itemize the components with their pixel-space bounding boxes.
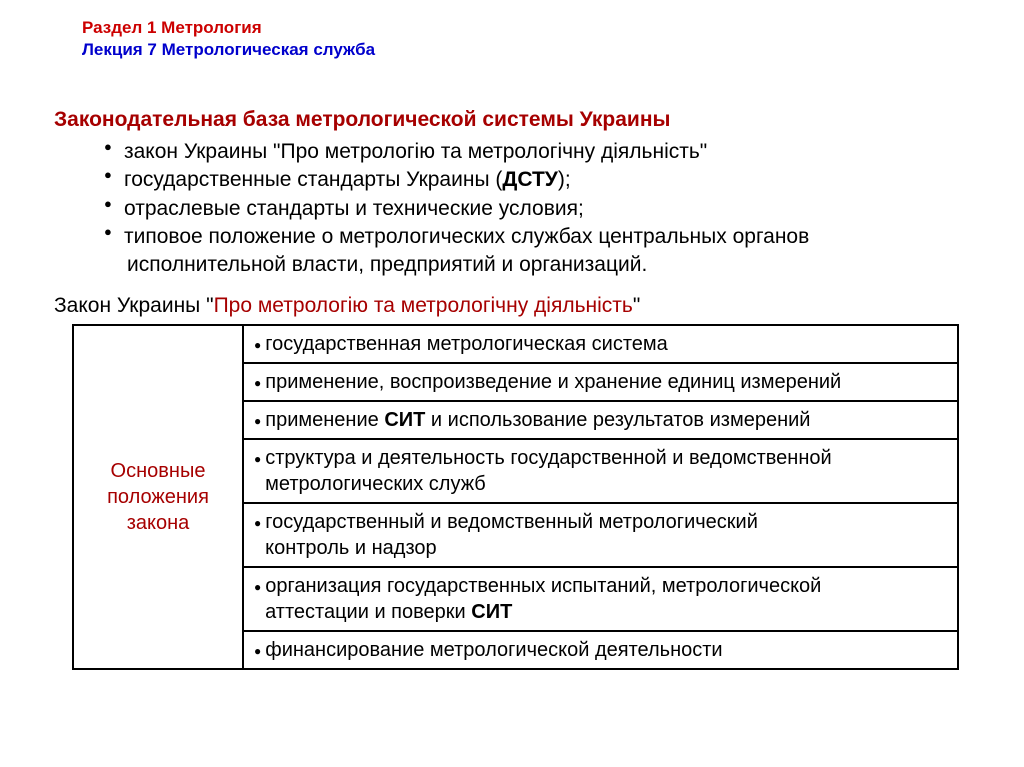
law-name: Про метрологію та метрологічну діяльніст… <box>214 294 633 317</box>
law-prefix: Закон Украины " <box>54 294 214 317</box>
list-item: типовое положение о метрологических служ… <box>102 223 969 280</box>
list-item-continuation: исполнительной власти, предприятий и орг… <box>124 251 969 279</box>
cell-text: структура и деятельность государственной… <box>265 447 831 469</box>
table-cell: ●государственная метрологическая система <box>243 325 958 363</box>
bullet-icon: ● <box>254 338 261 354</box>
list-item-text: ); <box>558 168 571 191</box>
cell-text-bold: СИТ <box>471 601 512 623</box>
bullet-icon: ● <box>254 516 261 532</box>
bullet-icon: ● <box>254 644 261 660</box>
cell-text-cont: аттестации и поверки <box>265 601 471 623</box>
row-header-line: Основные <box>111 460 206 482</box>
table-cell: ●структура и деятельность государственно… <box>243 439 958 503</box>
lecture-header: Лекция 7 Метрологическая служба <box>82 40 969 60</box>
cell-text-cont: контроль и надзор <box>265 537 437 559</box>
list-item: закон Украины "Про метрологію та метроло… <box>102 138 969 166</box>
law-suffix: " <box>633 294 640 317</box>
table-cell: ●финансирование метрологической деятельн… <box>243 631 958 669</box>
cell-text: государственный и ведомственный метролог… <box>265 511 758 533</box>
main-title: Законодательная база метрологической сис… <box>54 108 969 132</box>
list-item: отраслевые стандарты и технические услов… <box>102 195 969 223</box>
cell-text: и использование результатов измерений <box>425 409 810 431</box>
bullet-icon: ● <box>254 452 261 468</box>
legislation-bullet-list: закон Украины "Про метрологію та метроло… <box>102 138 969 280</box>
table-cell: ●государственный и ведомственный метроло… <box>243 503 958 567</box>
cell-text: финансирование метрологической деятельно… <box>265 639 722 661</box>
bullet-icon: ● <box>254 414 261 430</box>
table-cell: ●применение, воспроизведение и хранение … <box>243 363 958 401</box>
cell-text: организация государственных испытаний, м… <box>265 575 821 597</box>
table-cell: ●организация государственных испытаний, … <box>243 567 958 631</box>
cell-text: применение, воспроизведение и хранение е… <box>265 371 841 393</box>
table-row: Основные положения закона ●государственн… <box>73 325 958 363</box>
bullet-icon: ● <box>254 580 261 596</box>
list-item: государственные стандарты Украины (ДСТУ)… <box>102 166 969 194</box>
law-provisions-table: Основные положения закона ●государственн… <box>72 324 959 670</box>
list-item-bold: ДСТУ <box>502 168 558 191</box>
cell-text: применение <box>265 409 384 431</box>
row-header-line: закона <box>127 512 190 534</box>
list-item-text: отраслевые стандарты и технические услов… <box>124 197 584 220</box>
list-item-text: закон Украины "Про метрологію та метроло… <box>124 140 707 163</box>
cell-text: государственная метрологическая система <box>265 333 668 355</box>
cell-text-bold: СИТ <box>384 409 425 431</box>
list-item-text: государственные стандарты Украины ( <box>124 168 502 191</box>
row-header-line: положения <box>107 486 209 508</box>
section-header: Раздел 1 Метрология <box>82 18 969 38</box>
bullet-icon: ● <box>254 376 261 392</box>
slide-page: Раздел 1 Метрология Лекция 7 Метрологиче… <box>0 0 1024 670</box>
table-row-header: Основные положения закона <box>73 325 243 669</box>
law-title-line: Закон Украины "Про метрологію та метроло… <box>54 294 969 318</box>
list-item-text: типовое положение о метрологических служ… <box>124 225 809 248</box>
cell-text-cont: метрологических служб <box>265 473 486 495</box>
table-cell: ●применение СИТ и использование результа… <box>243 401 958 439</box>
